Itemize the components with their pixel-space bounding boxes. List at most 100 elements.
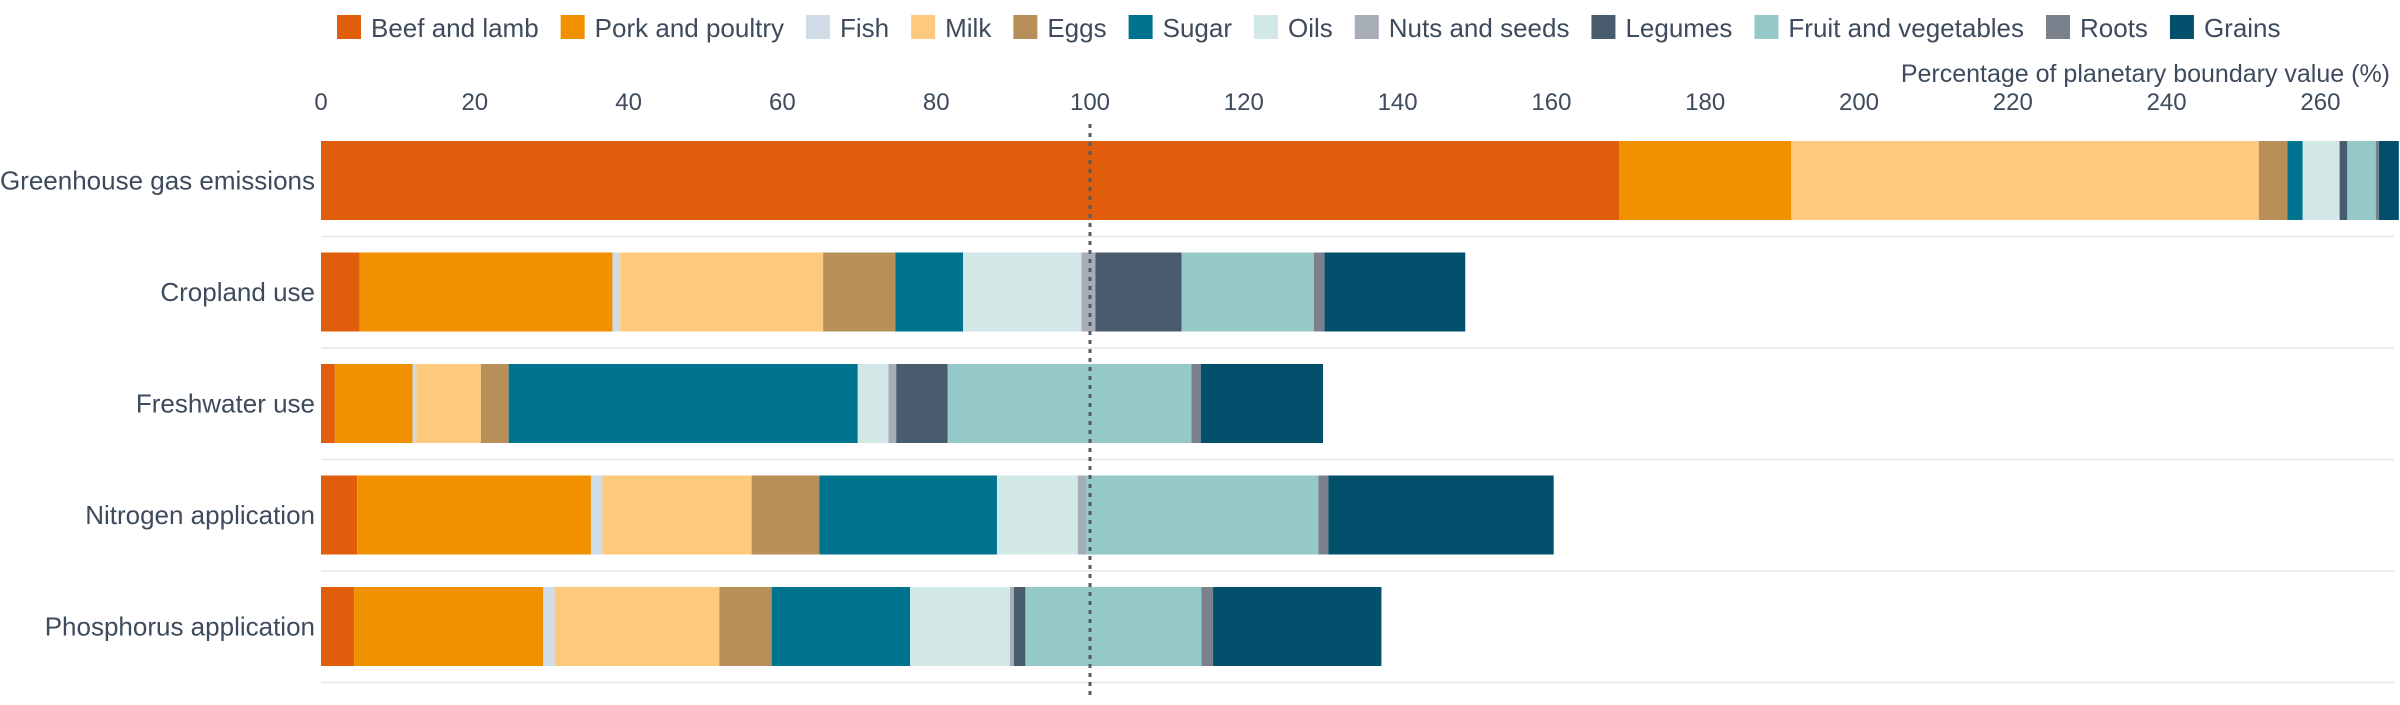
bar-phosphorus-application-oils bbox=[910, 587, 1011, 666]
x-tick-label-100: 100 bbox=[1070, 89, 1110, 116]
bar-cropland-use-roots bbox=[1313, 252, 1325, 332]
bar-phosphorus-application-fish bbox=[543, 587, 555, 666]
bar-greenhouse-gas-emissions-legumes bbox=[2339, 141, 2348, 220]
legend-label-pork-and-poultry: Pork and poultry bbox=[595, 13, 784, 43]
legend-item-beef-and-lamb: Beef and lamb bbox=[337, 13, 539, 43]
bar-freshwater-use-nuts-and-seeds bbox=[888, 364, 897, 443]
bar-phosphorus-application-beef-and-lamb bbox=[321, 587, 355, 666]
x-tick-label-240: 240 bbox=[2147, 89, 2187, 116]
legend-item-nuts-and-seeds: Nuts and seeds bbox=[1354, 13, 1569, 43]
bar-phosphorus-application-eggs bbox=[719, 587, 772, 666]
bar-freshwater-use-beef-and-lamb bbox=[321, 364, 335, 443]
legend-item-oils: Oils bbox=[1254, 13, 1333, 43]
x-tick-label-220: 220 bbox=[1993, 89, 2033, 116]
x-axis: Percentage of planetary boundary value (… bbox=[314, 60, 2390, 116]
bar-nitrogen-application-milk bbox=[602, 475, 752, 555]
bar-freshwater-use-oils bbox=[857, 364, 889, 443]
bar-row-cropland-use bbox=[321, 252, 1466, 332]
bar-nitrogen-application-pork-and-poultry bbox=[357, 475, 591, 555]
category-label-greenhouse-gas-emissions: Greenhouse gas emissions bbox=[0, 166, 315, 196]
legend-swatch-sugar bbox=[1128, 15, 1153, 39]
bar-cropland-use-beef-and-lamb bbox=[321, 252, 360, 332]
bar-nitrogen-application-roots bbox=[1318, 475, 1329, 555]
bar-cropland-use-eggs bbox=[823, 252, 896, 332]
bar-row-greenhouse-gas-emissions bbox=[321, 141, 2399, 220]
x-axis-label: Percentage of planetary boundary value (… bbox=[1901, 60, 2390, 88]
bar-cropland-use-legumes bbox=[1095, 252, 1182, 332]
bar-greenhouse-gas-emissions-oils bbox=[2302, 141, 2340, 220]
legend-swatch-fruit-and-vegetables bbox=[1754, 15, 1779, 39]
bar-freshwater-use-fruit-and-vegetables bbox=[947, 364, 1192, 443]
legend-label-legumes: Legumes bbox=[1625, 13, 1732, 43]
bar-nitrogen-application-nuts-and-seeds bbox=[1077, 475, 1087, 555]
bar-nitrogen-application-fruit-and-vegetables bbox=[1086, 475, 1319, 555]
legend-swatch-nuts-and-seeds bbox=[1354, 15, 1379, 39]
legend-item-pork-and-poultry: Pork and poultry bbox=[560, 13, 784, 43]
bar-cropland-use-sugar bbox=[895, 252, 964, 332]
bar-greenhouse-gas-emissions-milk bbox=[1791, 141, 2259, 220]
legend-item-milk: Milk bbox=[911, 13, 992, 43]
x-tick-label-120: 120 bbox=[1224, 89, 1264, 116]
legend-item-legumes: Legumes bbox=[1591, 13, 1732, 43]
bar-phosphorus-application-sugar bbox=[771, 587, 911, 666]
bar-phosphorus-application-fruit-and-vegetables bbox=[1025, 587, 1202, 666]
x-tick-label-40: 40 bbox=[615, 89, 642, 116]
bar-phosphorus-application-legumes bbox=[1013, 587, 1026, 666]
legend-label-oils: Oils bbox=[1288, 13, 1333, 43]
category-label-nitrogen-application: Nitrogen application bbox=[85, 500, 315, 530]
bar-nitrogen-application-fish bbox=[590, 475, 603, 555]
bar-cropland-use-pork-and-poultry bbox=[359, 252, 613, 332]
bar-greenhouse-gas-emissions-sugar bbox=[2287, 141, 2303, 220]
bar-freshwater-use-fish bbox=[412, 364, 417, 443]
bar-nitrogen-application-oils bbox=[996, 475, 1078, 555]
legend-swatch-legumes bbox=[1591, 15, 1616, 39]
bar-freshwater-use-legumes bbox=[896, 364, 948, 443]
bar-phosphorus-application-grains bbox=[1213, 587, 1382, 666]
legend-label-fruit-and-vegetables: Fruit and vegetables bbox=[1788, 13, 2024, 43]
legend-swatch-fish bbox=[806, 15, 830, 39]
bar-greenhouse-gas-emissions-grains bbox=[2378, 141, 2399, 220]
legend-item-eggs: Eggs bbox=[1013, 13, 1107, 43]
x-tick-label-200: 200 bbox=[1839, 89, 1879, 116]
bar-row-freshwater-use bbox=[321, 364, 1324, 443]
x-tick-label-0: 0 bbox=[314, 89, 327, 116]
legend-swatch-pork-and-poultry bbox=[560, 15, 585, 39]
legend-label-beef-and-lamb: Beef and lamb bbox=[371, 13, 539, 43]
legend-swatch-eggs bbox=[1013, 15, 1038, 39]
bar-nitrogen-application-beef-and-lamb bbox=[321, 475, 358, 555]
bar-greenhouse-gas-emissions-pork-and-poultry bbox=[1619, 141, 1792, 220]
bar-cropland-use-fruit-and-vegetables bbox=[1181, 252, 1314, 332]
legend-swatch-milk bbox=[911, 15, 936, 39]
legend-item-sugar: Sugar bbox=[1128, 13, 1233, 43]
x-tick-label-180: 180 bbox=[1685, 89, 1725, 116]
legend-label-roots: Roots bbox=[2080, 13, 2148, 43]
bar-greenhouse-gas-emissions-beef-and-lamb bbox=[321, 141, 1620, 220]
x-tick-label-140: 140 bbox=[1378, 89, 1418, 116]
bar-phosphorus-application-roots bbox=[1201, 587, 1214, 666]
bar-freshwater-use-sugar bbox=[508, 364, 858, 443]
legend-item-roots: Roots bbox=[2046, 13, 2148, 43]
bar-cropland-use-oils bbox=[963, 252, 1082, 332]
category-labels: Greenhouse gas emissions Cropland use Fres… bbox=[0, 166, 315, 642]
category-label-freshwater-use: Freshwater use bbox=[136, 389, 315, 419]
legend-item-fish: Fish bbox=[806, 13, 889, 43]
bar-phosphorus-application-milk bbox=[554, 587, 720, 666]
category-label-cropland-use: Cropland use bbox=[160, 277, 315, 307]
legend-label-grains: Grains bbox=[2204, 13, 2281, 43]
bar-nitrogen-application-grains bbox=[1328, 475, 1554, 555]
legend-swatch-roots bbox=[2046, 15, 2071, 39]
legend-swatch-beef-and-lamb bbox=[337, 15, 361, 39]
bar-nitrogen-application-eggs bbox=[751, 475, 820, 555]
bars bbox=[321, 141, 2399, 666]
bar-phosphorus-application-pork-and-poultry bbox=[354, 587, 544, 666]
legend-swatch-oils bbox=[1254, 15, 1278, 39]
legend-swatch-grains bbox=[2169, 15, 2194, 39]
legend-label-milk: Milk bbox=[945, 13, 992, 43]
legend-label-eggs: Eggs bbox=[1047, 13, 1106, 43]
legend-label-sugar: Sugar bbox=[1163, 13, 1233, 43]
bar-freshwater-use-milk bbox=[416, 364, 481, 443]
legend-item-fruit-and-vegetables: Fruit and vegetables bbox=[1754, 13, 2024, 43]
x-tick-label-60: 60 bbox=[769, 89, 796, 116]
